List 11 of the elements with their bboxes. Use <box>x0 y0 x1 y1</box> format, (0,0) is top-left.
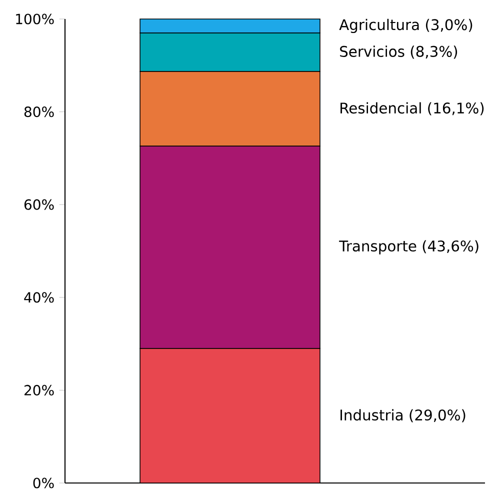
series-label: Transporte (43,6%) <box>339 240 478 254</box>
y-tick-label: 100% <box>16 14 54 24</box>
y-tick-label: 40% <box>24 292 54 303</box>
y-tick-label: 20% <box>24 384 54 396</box>
y-tick-label: 0% <box>33 478 54 488</box>
series-label: Servicios (8,3%) <box>340 46 458 59</box>
series-label: Industria (29,0%) <box>340 409 466 422</box>
series-label: Residencial (16,1%) <box>340 102 484 116</box>
y-tick-label: 60% <box>24 199 54 210</box>
series-label: Agricultura (3,0%) <box>339 18 472 34</box>
y-tick-label: 80% <box>24 106 54 118</box>
